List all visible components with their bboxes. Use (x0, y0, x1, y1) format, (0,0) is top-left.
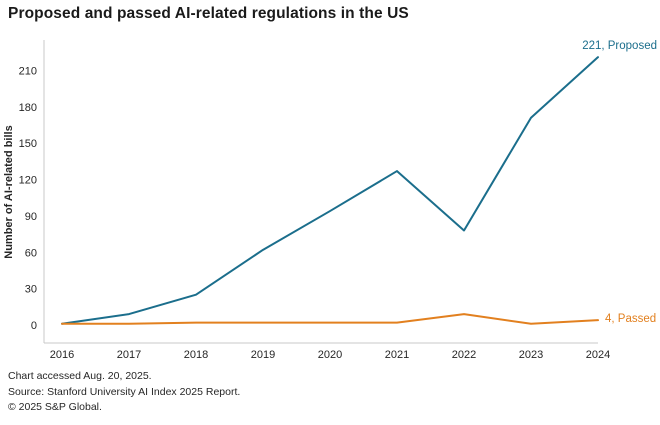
x-tick-label: 2020 (318, 349, 342, 361)
x-tick-label: 2024 (586, 349, 610, 361)
x-tick-label: 2018 (184, 349, 208, 361)
footer-source-note: Source: Stanford University AI Index 202… (8, 385, 241, 398)
footer-copyright-note: © 2025 S&P Global. (8, 401, 102, 413)
y-tick-label: 150 (19, 138, 37, 150)
y-tick-label: 90 (25, 211, 37, 223)
x-tick-label: 2017 (117, 349, 141, 361)
y-tick-label: 60 (25, 247, 37, 259)
y-tick-label: 210 (19, 65, 37, 77)
y-tick-label: 120 (19, 175, 37, 187)
passed-line (61, 313, 599, 325)
x-tick-label: 2022 (452, 349, 476, 361)
proposed-line (61, 56, 599, 325)
proposed-end-label: 221, Proposed (582, 40, 657, 52)
passed-end-label: 4, Passed (605, 313, 656, 325)
y-tick-label: 30 (25, 284, 37, 296)
chart-footer: Chart accessed Aug. 20, 2025. Source: St… (8, 369, 240, 416)
footer-accessed-note: Chart accessed Aug. 20, 2025. (8, 370, 152, 382)
x-tick-label: 2019 (251, 349, 275, 361)
x-tick-label: 2016 (50, 349, 74, 361)
y-tick-label: 0 (31, 320, 37, 332)
x-tick-label: 2021 (385, 349, 409, 361)
chart-title: Proposed and passed AI-related regulatio… (8, 5, 409, 22)
y-tick-label: 180 (19, 102, 37, 114)
x-tick-label: 2023 (519, 349, 543, 361)
